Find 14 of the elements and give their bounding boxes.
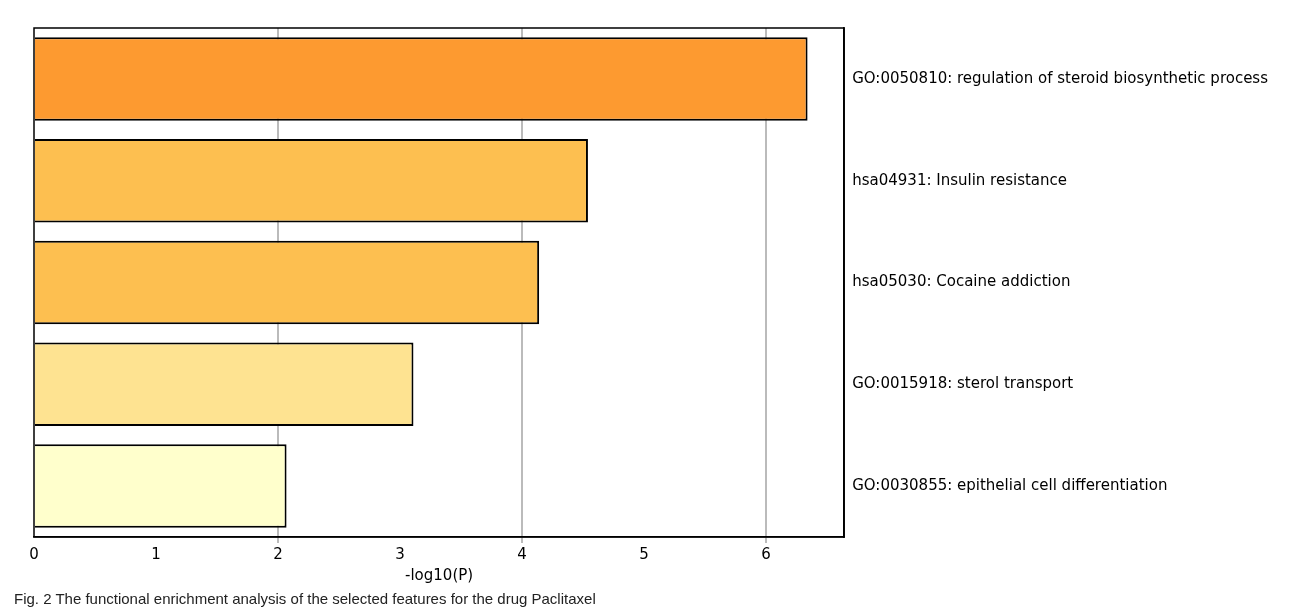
x-tick-label: 4: [517, 544, 527, 563]
x-tick-label: 3: [395, 544, 405, 563]
y-tick-label: hsa05030: Cocaine addiction: [852, 272, 1071, 291]
y-tick-label: hsa04931: Insulin resistance: [852, 170, 1068, 189]
x-tick-label: 1: [151, 544, 161, 563]
y-tick-label: GO:0050810: regulation of steroid biosynthetic process: [852, 68, 1269, 87]
y-tick-label: GO:0015918: sterol transport: [852, 374, 1074, 393]
x-tick-label: 0: [29, 544, 39, 563]
x-tick-label: 2: [273, 544, 283, 563]
x-tick-label: 6: [761, 544, 771, 563]
x-tick-label: 5: [639, 544, 649, 563]
x-axis-title: -log10(P): [405, 565, 474, 584]
y-tick-label: GO:0030855: epithelial cell differentiation: [852, 475, 1168, 494]
caption: Fig. 2 The functional enrichment analysis of the selected features for the drug Paclitaxel: [14, 590, 596, 607]
